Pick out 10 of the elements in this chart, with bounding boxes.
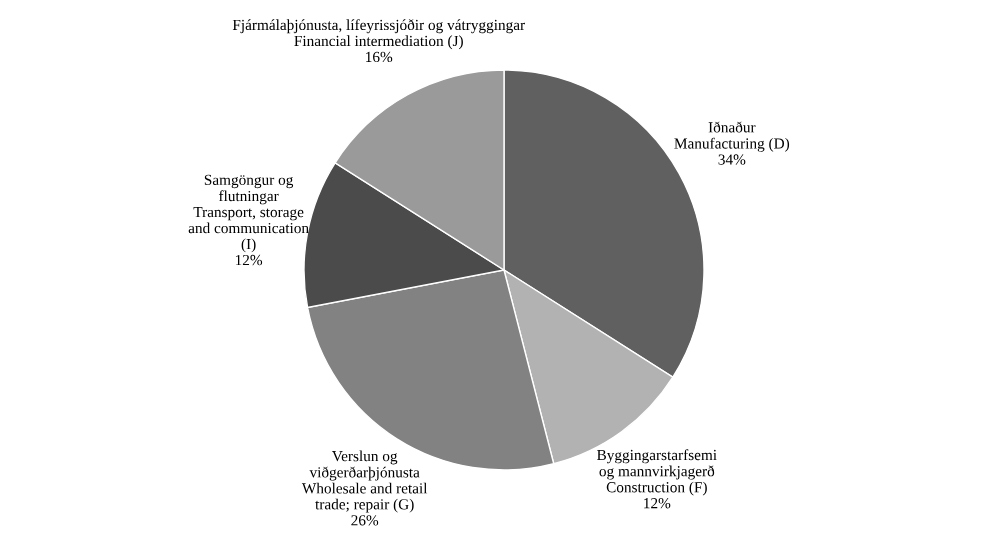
slice-label: Iðnaður Manufacturing (D) (674, 121, 790, 152)
data-label: 34% (718, 154, 746, 165)
data-label: 12% (235, 254, 263, 266)
slice-label: Samgöngur og flutningar Transport, storage and communication (I) (188, 174, 309, 253)
slice-label: Byggingarstarfsemi og mannvirkjagerð Construction (F) (597, 449, 717, 496)
data-label: 16% (366, 51, 393, 63)
data-label: 12% (644, 498, 671, 509)
slice-label: Fjármálaþjónusta, lífeyrissjóðir og vátryggingar Financial intermediation (J) (232, 19, 525, 50)
slice-label: Verslun og viðgerðarþjónusta Wholesale and retail trade; repair (G) (301, 450, 428, 513)
data-label: 26% (351, 515, 379, 526)
